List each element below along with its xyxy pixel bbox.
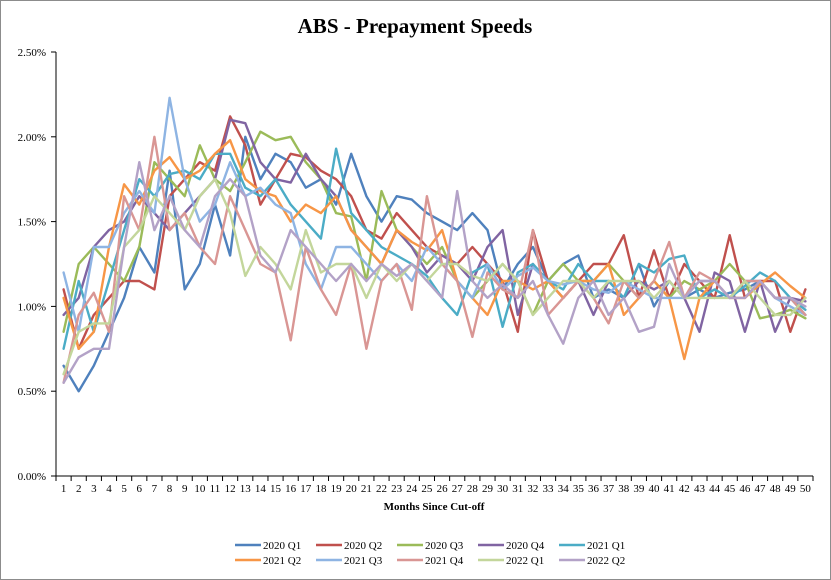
x-tick-label: 46: [739, 483, 751, 495]
x-tick-label: 20: [346, 483, 358, 495]
x-tick-label: 48: [770, 483, 782, 495]
x-tick-label: 47: [755, 483, 767, 495]
legend-entry-2020-q2: 2020 Q2: [316, 540, 382, 552]
legend-entry-2020-q1: 2020 Q1: [235, 540, 301, 552]
legend-entry-2021-q3: 2021 Q3: [316, 555, 383, 567]
legend-label: 2020 Q3: [425, 540, 464, 552]
x-tick-label: 29: [482, 483, 494, 495]
x-tick-label: 36: [588, 483, 600, 495]
x-tick-label: 32: [527, 483, 538, 495]
x-tick-label: 40: [649, 483, 661, 495]
x-tick-label: 2: [76, 483, 82, 495]
x-tick-label: 11: [210, 483, 221, 495]
legend-entry-2021-q1: 2021 Q1: [559, 540, 625, 552]
x-tick-label: 22: [376, 483, 387, 495]
x-tick-label: 31: [512, 483, 523, 495]
series-line-2021-q4: [62, 135, 807, 384]
x-tick-label: 21: [361, 483, 372, 495]
x-tick-label: 13: [240, 483, 252, 495]
axis-layer: 0.00%0.50%1.00%1.50%2.00%2.50%1 2 3 4 5 6 7 8 9 1…: [18, 47, 814, 495]
x-tick-label: 41: [664, 483, 675, 495]
legend-entry-2022-q2: 2022 Q2: [559, 555, 625, 567]
series-line-2021-q2: [62, 138, 807, 361]
x-tick-label: 26: [437, 483, 449, 495]
x-tick-label: 5: [121, 483, 127, 495]
x-tick-label: 6: [137, 483, 143, 495]
x-tick-label: 8: [167, 483, 173, 495]
x-tick-label: 30: [497, 483, 509, 495]
x-tick-label: 50: [800, 483, 812, 495]
x-tick-label: 38: [618, 483, 630, 495]
legend-label: 2020 Q4: [506, 540, 545, 552]
y-tick-label: 2.00%: [18, 132, 46, 144]
x-tick-label: 19: [331, 483, 343, 495]
x-tick-label: 35: [573, 483, 585, 495]
x-tick-label: 7: [152, 483, 158, 495]
x-tick-label: 49: [785, 483, 797, 495]
x-tick-label: 42: [679, 483, 690, 495]
legend-label: 2022 Q1: [506, 555, 544, 567]
x-tick-label: 43: [694, 483, 706, 495]
x-tick-label: 44: [709, 483, 721, 495]
x-tick-label: 4: [106, 483, 112, 495]
legend-label: 2020 Q2: [344, 540, 382, 552]
y-tick-label: 1.00%: [18, 301, 46, 313]
x-tick-label: 1: [61, 483, 67, 495]
legend: 2020 Q1 2020 Q2 2020 Q3 2020 Q4 2021 Q1 2021 …: [235, 540, 625, 567]
x-tick-label: 18: [315, 483, 327, 495]
legend-label: 2021 Q1: [587, 540, 625, 552]
legend-entry-2021-q4: 2021 Q4: [397, 555, 464, 567]
y-tick-label: 2.50%: [18, 47, 46, 59]
legend-entry-2021-q2: 2021 Q2: [235, 555, 301, 567]
x-tick-label: 34: [558, 483, 570, 495]
x-tick-label: 39: [633, 483, 645, 495]
plot-area: 0.00%0.50%1.00%1.50%2.00%2.50%1 2 3 4 5 6 7 8 9 1…: [18, 47, 814, 495]
series-layer: [62, 96, 807, 393]
legend-label: 2021 Q2: [263, 555, 301, 567]
y-tick-label: 1.50%: [18, 217, 46, 229]
legend-entry-2020-q4: 2020 Q4: [478, 540, 545, 552]
x-tick-label: 33: [543, 483, 555, 495]
x-tick-label: 16: [285, 483, 297, 495]
x-tick-label: 3: [91, 483, 97, 495]
series-line-2020-q2: [62, 115, 807, 350]
x-tick-label: 17: [300, 483, 312, 495]
x-tick-label: 15: [270, 483, 282, 495]
legend-label: 2022 Q2: [587, 555, 625, 567]
x-axis-title: Months Since Cut-off: [384, 501, 485, 513]
legend-label: 2021 Q3: [344, 555, 383, 567]
x-tick-label: 25: [421, 483, 433, 495]
series-line-2021-q1: [62, 147, 807, 350]
chart-title: ABS - Prepayment Speeds: [298, 14, 533, 38]
x-tick-label: 23: [391, 483, 403, 495]
x-tick-label: 24: [406, 483, 418, 495]
x-tick-label: 10: [194, 483, 206, 495]
x-tick-label: 45: [724, 483, 736, 495]
x-tick-label: 28: [467, 483, 479, 495]
x-tick-label: 12: [225, 483, 236, 495]
y-tick-label: 0.00%: [18, 471, 46, 483]
x-tick-label: 14: [255, 483, 267, 495]
legend-entry-2022-q1: 2022 Q1: [478, 555, 544, 567]
legend-label: 2020 Q1: [263, 540, 301, 552]
x-tick-label: 37: [603, 483, 615, 495]
legend-entry-2020-q3: 2020 Q3: [397, 540, 464, 552]
x-tick-label: 9: [182, 483, 188, 495]
legend-label: 2021 Q4: [425, 555, 464, 567]
series-line-2022-q2: [62, 160, 807, 384]
series-line-2021-q3: [62, 96, 807, 333]
y-tick-label: 0.50%: [18, 386, 46, 398]
x-tick-label: 27: [452, 483, 464, 495]
